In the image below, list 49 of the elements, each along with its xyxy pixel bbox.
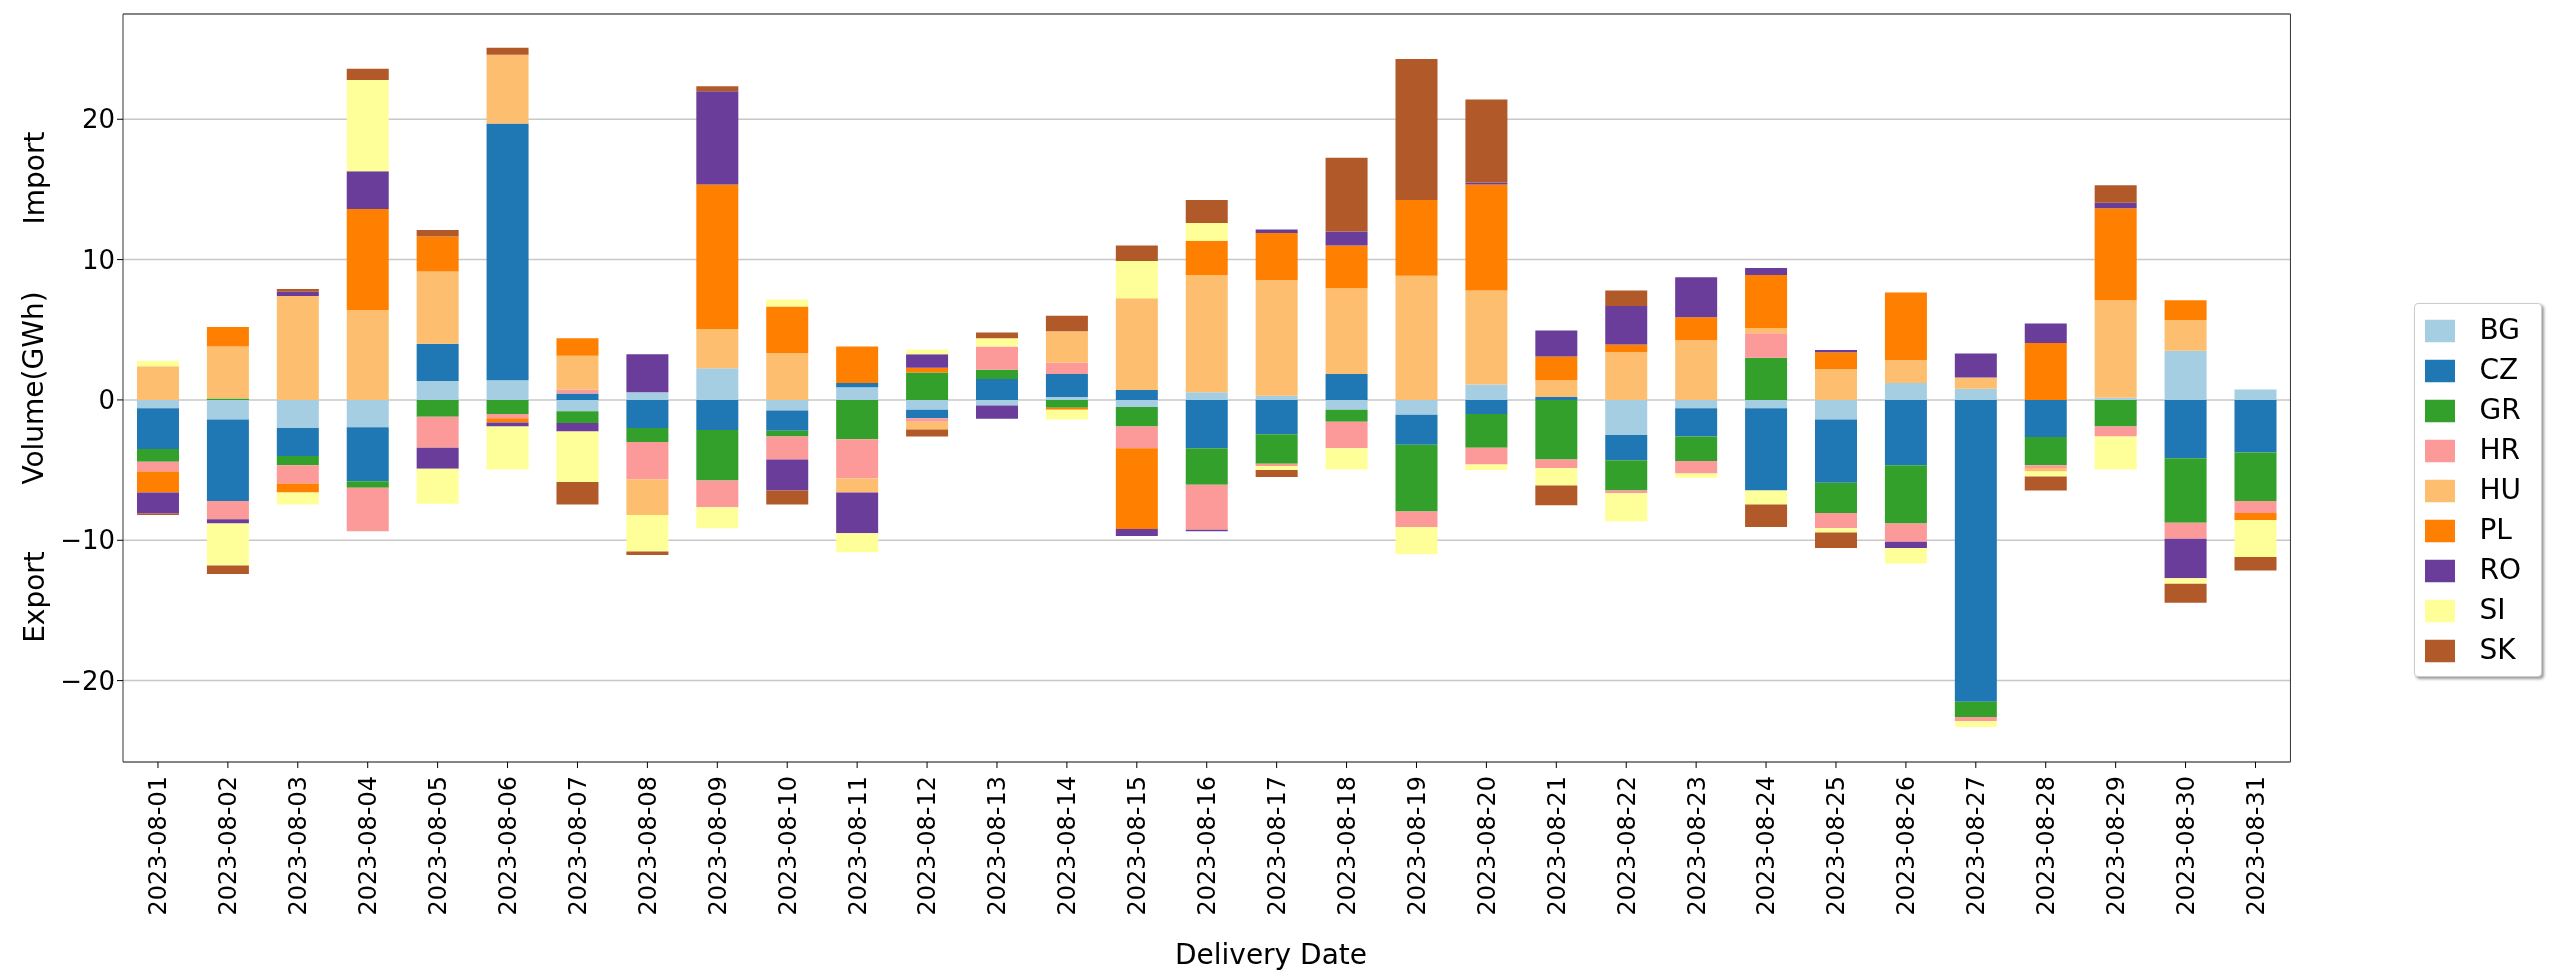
- x-tick-label: 2023-08-06: [493, 776, 522, 916]
- x-tick-label: 2023-08-27: [1962, 776, 1991, 916]
- legend-label: SI: [2479, 593, 2506, 626]
- legend-label: PL: [2479, 513, 2512, 546]
- x-tick-label: 2023-08-26: [1892, 776, 1921, 916]
- legend-label: BG: [2479, 313, 2520, 346]
- x-tick-label: 2023-08-20: [1472, 776, 1501, 916]
- x-tick-label: 2023-08-25: [1822, 776, 1851, 916]
- legend-label: CZ: [2479, 353, 2519, 386]
- x-tick-label: 2023-08-02: [214, 776, 243, 916]
- legend-label: HU: [2479, 473, 2521, 506]
- x-tick-label: 2023-08-04: [354, 776, 383, 916]
- text: Import: [17, 131, 51, 225]
- x-tick-label: 2023-08-10: [773, 776, 802, 916]
- x-tick-label: 2023-08-28: [2032, 776, 2061, 916]
- x-tick-label: 2023-08-08: [633, 776, 662, 916]
- x-tick-label: 2023-08-13: [983, 776, 1012, 916]
- x-tick-label: 2023-08-14: [1053, 776, 1082, 916]
- x-tick-label: 2023-08-30: [2171, 776, 2200, 916]
- x-tick-label: 2023-08-01: [144, 776, 173, 916]
- y-tick-label: −10: [60, 525, 115, 556]
- y-tick-label: 0: [98, 385, 115, 416]
- legend-label: SK: [2479, 633, 2516, 666]
- x-tick-label: 2023-08-18: [1332, 776, 1361, 916]
- y-axis-title: Volume(GWh): [17, 290, 51, 485]
- legend-label: GR: [2479, 393, 2521, 426]
- x-tick-label: 2023-08-19: [1402, 776, 1431, 916]
- legend-label: HR: [2479, 433, 2520, 466]
- x-tick-label: 2023-08-05: [424, 776, 453, 916]
- x-tick-label: 2023-08-16: [1193, 776, 1222, 916]
- legend-label: RO: [2479, 553, 2521, 586]
- x-tick-label: 2023-08-07: [563, 776, 592, 916]
- x-tick-label: 2023-08-09: [703, 776, 732, 916]
- x-tick-label: 2023-08-11: [843, 776, 872, 916]
- x-tick-label: 2023-08-21: [1542, 776, 1571, 916]
- x-tick-label: 2023-08-24: [1752, 776, 1781, 916]
- x-tick-label: 2023-08-12: [913, 776, 942, 916]
- x-tick-label: 2023-08-15: [1123, 776, 1152, 916]
- x-axis-title: Delivery Date: [1174, 938, 1368, 972]
- x-tick-label: 2023-08-03: [284, 776, 313, 916]
- x-tick-label: 2023-08-31: [2241, 776, 2270, 916]
- y-tick-label: 20: [81, 104, 115, 135]
- y-tick-label: 10: [81, 244, 115, 275]
- x-tick-label: 2023-08-17: [1263, 776, 1292, 916]
- x-tick-label: 2023-08-29: [2102, 776, 2131, 916]
- text: Export: [17, 551, 51, 644]
- x-tick-label: 2023-08-22: [1612, 776, 1641, 916]
- y-tick-label: −20: [60, 665, 115, 696]
- x-tick-label: 2023-08-23: [1682, 776, 1711, 916]
